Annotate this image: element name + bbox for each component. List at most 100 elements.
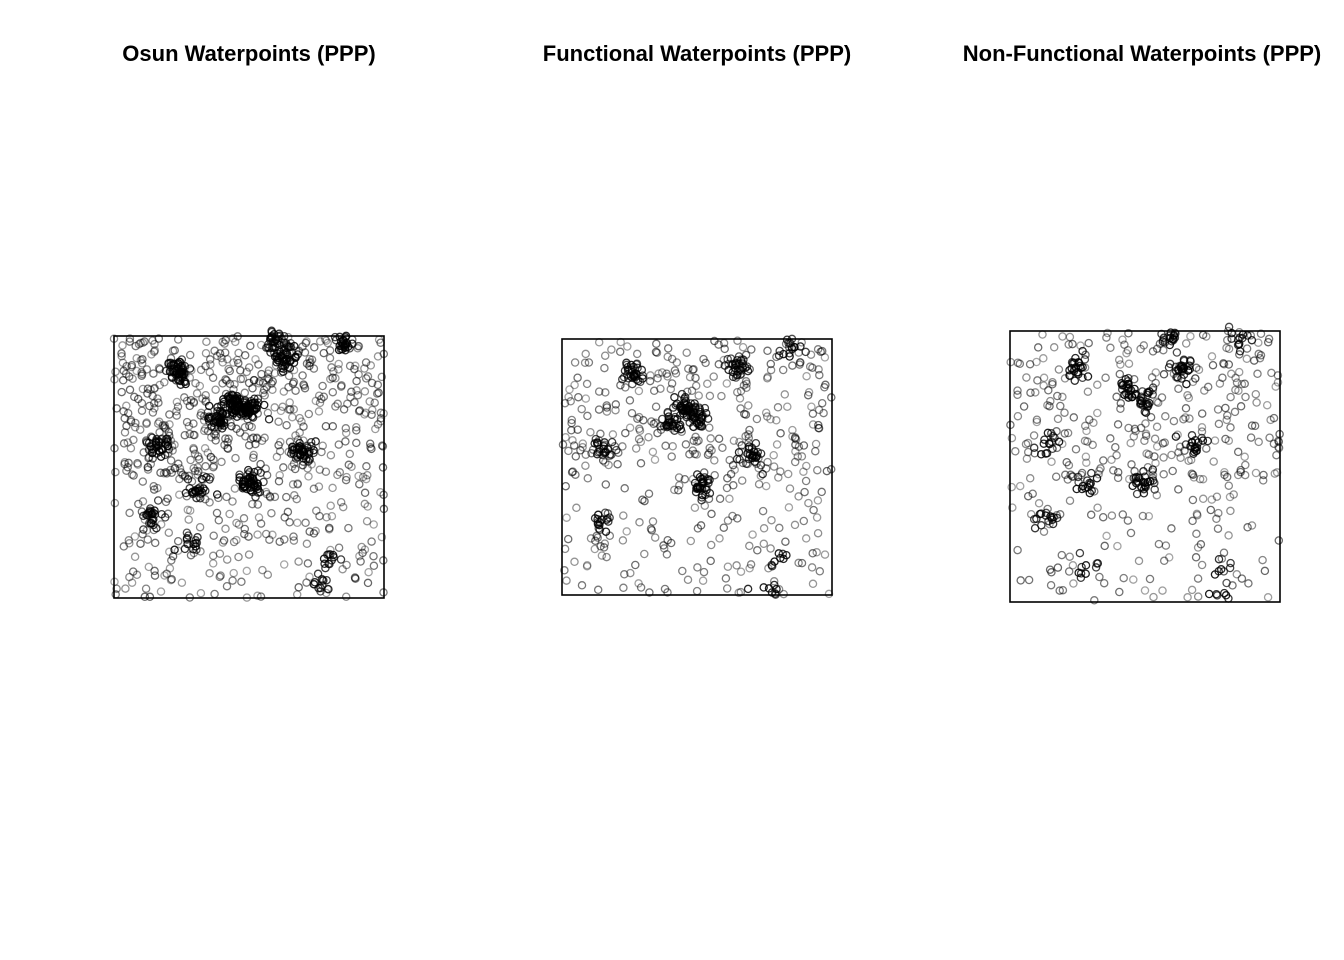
waterpoint-marker [1212, 514, 1221, 524]
waterpoint-marker [272, 452, 282, 462]
waterpoint-marker [1015, 359, 1025, 369]
waterpoint-marker [302, 359, 312, 368]
waterpoint-marker [193, 470, 202, 479]
waterpoint-marker [748, 451, 757, 461]
waterpoint-marker [706, 540, 716, 550]
waterpoint-marker [1183, 366, 1193, 375]
waterpoint-marker [1013, 545, 1022, 555]
waterpoint-marker [1053, 563, 1063, 572]
waterpoint-marker [1233, 447, 1243, 457]
waterpoint-marker [633, 363, 642, 373]
waterpoint-marker [560, 544, 570, 554]
waterpoint-marker [1195, 474, 1205, 484]
waterpoint-marker [1247, 335, 1257, 345]
waterpoint-marker [667, 452, 676, 461]
waterpoint-marker [688, 365, 698, 374]
waterpoint-marker [1136, 423, 1146, 433]
waterpoint-marker [372, 389, 382, 398]
waterpoint-marker [774, 351, 784, 360]
waterpoint-marker [1127, 460, 1136, 469]
waterpoint-marker [1263, 337, 1273, 347]
waterpoint-marker [325, 523, 334, 533]
waterpoint-marker [264, 366, 274, 375]
waterpoint-marker [745, 541, 754, 551]
waterpoint-marker [355, 406, 365, 415]
waterpoint-marker [1198, 330, 1208, 340]
waterpoint-marker [1179, 356, 1189, 366]
waterpoint-marker [1150, 434, 1160, 444]
waterpoint-marker [379, 349, 389, 359]
waterpoint-marker [1039, 439, 1049, 448]
waterpoint-marker [137, 369, 147, 379]
waterpoint-marker [1274, 436, 1283, 446]
waterpoint-marker [648, 447, 658, 457]
waterpoint-marker [610, 442, 620, 451]
waterpoint-marker [734, 359, 744, 369]
waterpoint-marker [737, 441, 746, 450]
waterpoint-marker [132, 353, 141, 363]
waterpoint-marker [599, 543, 609, 552]
waterpoint-marker [1169, 416, 1179, 426]
waterpoint-marker [358, 548, 367, 558]
waterpoint-marker [253, 591, 262, 601]
waterpoint-marker [1159, 470, 1168, 479]
waterpoint-marker [352, 422, 361, 432]
waterpoint-marker [686, 536, 696, 546]
waterpoint-marker [1141, 419, 1150, 428]
waterpoint-marker [274, 440, 283, 450]
waterpoint-marker [111, 467, 120, 477]
waterpoint-marker [1220, 470, 1229, 480]
waterpoint-marker [358, 472, 368, 482]
waterpoint-marker [1029, 431, 1039, 440]
waterpoint-marker [787, 344, 797, 354]
waterpoint-marker [230, 404, 240, 414]
waterpoint-marker [742, 379, 751, 389]
points-functional [558, 334, 836, 599]
waterpoint-marker [337, 381, 346, 390]
waterpoint-marker [1144, 388, 1153, 398]
waterpoint-marker [149, 369, 158, 378]
waterpoint-marker [736, 386, 746, 396]
waterpoint-marker [1062, 457, 1071, 467]
waterpoint-marker [184, 421, 194, 431]
waterpoint-marker [581, 461, 590, 470]
waterpoint-marker [1102, 333, 1111, 342]
waterpoint-marker [129, 435, 138, 445]
waterpoint-marker [694, 436, 703, 445]
waterpoint-marker [149, 481, 158, 491]
waterpoint-marker [582, 562, 592, 571]
waterpoint-marker [1193, 510, 1202, 520]
waterpoint-marker [790, 520, 800, 530]
waterpoint-marker [341, 592, 351, 601]
waterpoint-marker [377, 532, 387, 542]
waterpoint-marker [127, 362, 136, 372]
waterpoint-marker [703, 379, 712, 389]
waterpoint-marker [378, 463, 388, 472]
waterpoint-marker [681, 440, 691, 449]
waterpoint-marker [739, 381, 749, 390]
waterpoint-marker [189, 430, 198, 440]
waterpoint-marker [1065, 371, 1074, 380]
points-osun [109, 326, 389, 602]
waterpoint-marker [1208, 360, 1218, 370]
waterpoint-marker [341, 331, 351, 341]
waterpoint-marker [1220, 588, 1229, 598]
waterpoint-marker [117, 352, 126, 361]
waterpoint-marker [612, 445, 621, 455]
waterpoint-marker [1185, 361, 1194, 370]
waterpoint-marker [185, 429, 195, 439]
waterpoint-marker [1184, 393, 1194, 403]
waterpoint-marker [214, 423, 223, 432]
waterpoint-marker [357, 542, 366, 552]
waterpoint-marker [1255, 353, 1265, 363]
waterpoint-marker [1227, 334, 1236, 343]
waterpoint-marker [817, 487, 826, 497]
waterpoint-marker [350, 573, 360, 582]
waterpoint-marker [339, 405, 349, 414]
waterpoint-marker [1221, 591, 1231, 600]
waterpoint-marker [200, 444, 210, 453]
waterpoint-marker [827, 393, 836, 402]
waterpoint-marker [668, 442, 677, 451]
waterpoint-marker [631, 444, 641, 453]
waterpoint-marker [195, 381, 205, 391]
